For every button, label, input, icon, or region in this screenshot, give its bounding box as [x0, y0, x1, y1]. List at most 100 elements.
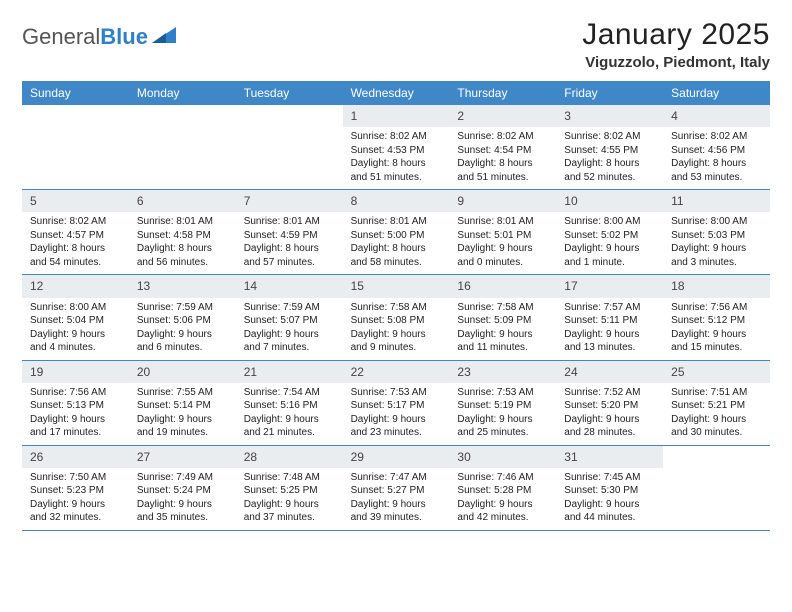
calendar-day-cell: 23Sunrise: 7:53 AMSunset: 5:19 PMDayligh… — [449, 361, 556, 445]
logo-text-general: General — [22, 24, 100, 49]
day-body: Sunrise: 8:02 AMSunset: 4:54 PMDaylight:… — [449, 127, 556, 189]
daylight-line: Daylight: 9 hours and 0 minutes. — [457, 242, 548, 269]
sunset-line: Sunset: 4:59 PM — [244, 229, 335, 243]
sunset-line: Sunset: 5:28 PM — [457, 484, 548, 498]
calendar-day-cell: 4Sunrise: 8:02 AMSunset: 4:56 PMDaylight… — [663, 105, 770, 189]
daylight-line: Daylight: 9 hours and 13 minutes. — [564, 328, 655, 355]
day-body: Sunrise: 8:01 AMSunset: 5:00 PMDaylight:… — [343, 212, 450, 274]
day-body: Sunrise: 7:56 AMSunset: 5:13 PMDaylight:… — [22, 383, 129, 445]
day-body: Sunrise: 8:02 AMSunset: 4:53 PMDaylight:… — [343, 127, 450, 189]
day-number: 17 — [556, 275, 663, 297]
sunrise-line: Sunrise: 8:00 AM — [564, 215, 655, 229]
day-number: 10 — [556, 190, 663, 212]
daylight-line: Daylight: 9 hours and 15 minutes. — [671, 328, 762, 355]
calendar-day-cell: 1Sunrise: 8:02 AMSunset: 4:53 PMDaylight… — [343, 105, 450, 189]
sunset-line: Sunset: 5:23 PM — [30, 484, 121, 498]
day-number: 6 — [129, 190, 236, 212]
calendar-day-cell: 16Sunrise: 7:58 AMSunset: 5:09 PMDayligh… — [449, 275, 556, 359]
calendar-day-cell: 20Sunrise: 7:55 AMSunset: 5:14 PMDayligh… — [129, 361, 236, 445]
sunset-line: Sunset: 4:56 PM — [671, 144, 762, 158]
day-body: Sunrise: 7:59 AMSunset: 5:07 PMDaylight:… — [236, 298, 343, 360]
daylight-line: Daylight: 9 hours and 44 minutes. — [564, 498, 655, 525]
day-number: 28 — [236, 446, 343, 468]
daylight-line: Daylight: 8 hours and 56 minutes. — [137, 242, 228, 269]
sunrise-line: Sunrise: 7:53 AM — [351, 386, 442, 400]
day-body: Sunrise: 8:02 AMSunset: 4:55 PMDaylight:… — [556, 127, 663, 189]
day-body: Sunrise: 7:54 AMSunset: 5:16 PMDaylight:… — [236, 383, 343, 445]
sunset-line: Sunset: 5:17 PM — [351, 399, 442, 413]
calendar-day-cell: 29Sunrise: 7:47 AMSunset: 5:27 PMDayligh… — [343, 446, 450, 530]
daylight-line: Daylight: 9 hours and 39 minutes. — [351, 498, 442, 525]
calendar-day-cell: 31Sunrise: 7:45 AMSunset: 5:30 PMDayligh… — [556, 446, 663, 530]
day-body: Sunrise: 7:55 AMSunset: 5:14 PMDaylight:… — [129, 383, 236, 445]
sunrise-line: Sunrise: 7:47 AM — [351, 471, 442, 485]
day-number: 8 — [343, 190, 450, 212]
sunset-line: Sunset: 5:08 PM — [351, 314, 442, 328]
calendar-day-cell: 13Sunrise: 7:59 AMSunset: 5:06 PMDayligh… — [129, 275, 236, 359]
weekday-header: Friday — [556, 81, 663, 105]
sunset-line: Sunset: 5:25 PM — [244, 484, 335, 498]
day-number: 26 — [22, 446, 129, 468]
daylight-line: Daylight: 8 hours and 57 minutes. — [244, 242, 335, 269]
sunrise-line: Sunrise: 7:59 AM — [244, 301, 335, 315]
day-number: 2 — [449, 105, 556, 127]
weekday-header: Tuesday — [236, 81, 343, 105]
sunset-line: Sunset: 4:54 PM — [457, 144, 548, 158]
calendar-day-cell: 3Sunrise: 8:02 AMSunset: 4:55 PMDaylight… — [556, 105, 663, 189]
weekday-header: Saturday — [663, 81, 770, 105]
day-body: Sunrise: 7:57 AMSunset: 5:11 PMDaylight:… — [556, 298, 663, 360]
calendar-day-cell: 21Sunrise: 7:54 AMSunset: 5:16 PMDayligh… — [236, 361, 343, 445]
day-body: Sunrise: 8:02 AMSunset: 4:56 PMDaylight:… — [663, 127, 770, 189]
day-body: Sunrise: 8:00 AMSunset: 5:02 PMDaylight:… — [556, 212, 663, 274]
sunrise-line: Sunrise: 8:02 AM — [351, 130, 442, 144]
logo-text-blue: Blue — [100, 24, 148, 49]
daylight-line: Daylight: 9 hours and 30 minutes. — [671, 413, 762, 440]
day-body: Sunrise: 7:56 AMSunset: 5:12 PMDaylight:… — [663, 298, 770, 360]
sunset-line: Sunset: 5:19 PM — [457, 399, 548, 413]
sunrise-line: Sunrise: 8:02 AM — [564, 130, 655, 144]
day-number: 12 — [22, 275, 129, 297]
sunrise-line: Sunrise: 8:00 AM — [30, 301, 121, 315]
day-number: 25 — [663, 361, 770, 383]
daylight-line: Daylight: 9 hours and 37 minutes. — [244, 498, 335, 525]
day-number: 7 — [236, 190, 343, 212]
sunset-line: Sunset: 5:09 PM — [457, 314, 548, 328]
daylight-line: Daylight: 9 hours and 11 minutes. — [457, 328, 548, 355]
sunrise-line: Sunrise: 7:45 AM — [564, 471, 655, 485]
day-body: Sunrise: 8:02 AMSunset: 4:57 PMDaylight:… — [22, 212, 129, 274]
sunrise-line: Sunrise: 7:55 AM — [137, 386, 228, 400]
calendar: SundayMondayTuesdayWednesdayThursdayFrid… — [22, 81, 770, 531]
logo-text: GeneralBlue — [22, 24, 148, 50]
sunrise-line: Sunrise: 8:02 AM — [457, 130, 548, 144]
day-number: 5 — [22, 190, 129, 212]
daylight-line: Daylight: 9 hours and 23 minutes. — [351, 413, 442, 440]
daylight-line: Daylight: 9 hours and 9 minutes. — [351, 328, 442, 355]
sunrise-line: Sunrise: 7:48 AM — [244, 471, 335, 485]
sunset-line: Sunset: 5:03 PM — [671, 229, 762, 243]
logo-triangle-icon — [152, 25, 178, 50]
day-body: Sunrise: 7:53 AMSunset: 5:19 PMDaylight:… — [449, 383, 556, 445]
sunrise-line: Sunrise: 7:49 AM — [137, 471, 228, 485]
daylight-line: Daylight: 9 hours and 17 minutes. — [30, 413, 121, 440]
sunset-line: Sunset: 5:21 PM — [671, 399, 762, 413]
day-number: 3 — [556, 105, 663, 127]
day-body: Sunrise: 7:51 AMSunset: 5:21 PMDaylight:… — [663, 383, 770, 445]
day-body: Sunrise: 8:01 AMSunset: 5:01 PMDaylight:… — [449, 212, 556, 274]
day-number: 27 — [129, 446, 236, 468]
calendar-day-cell: 15Sunrise: 7:58 AMSunset: 5:08 PMDayligh… — [343, 275, 450, 359]
sunrise-line: Sunrise: 7:59 AM — [137, 301, 228, 315]
daylight-line: Daylight: 9 hours and 1 minute. — [564, 242, 655, 269]
sunset-line: Sunset: 5:30 PM — [564, 484, 655, 498]
day-number: 11 — [663, 190, 770, 212]
calendar-day-cell: 18Sunrise: 7:56 AMSunset: 5:12 PMDayligh… — [663, 275, 770, 359]
sunset-line: Sunset: 5:00 PM — [351, 229, 442, 243]
day-body: Sunrise: 7:49 AMSunset: 5:24 PMDaylight:… — [129, 468, 236, 530]
sunset-line: Sunset: 4:57 PM — [30, 229, 121, 243]
day-body: Sunrise: 7:50 AMSunset: 5:23 PMDaylight:… — [22, 468, 129, 530]
calendar-day-cell: 24Sunrise: 7:52 AMSunset: 5:20 PMDayligh… — [556, 361, 663, 445]
sunset-line: Sunset: 5:04 PM — [30, 314, 121, 328]
sunset-line: Sunset: 5:11 PM — [564, 314, 655, 328]
day-body: Sunrise: 7:45 AMSunset: 5:30 PMDaylight:… — [556, 468, 663, 530]
calendar-day-cell — [22, 105, 129, 189]
sunset-line: Sunset: 5:27 PM — [351, 484, 442, 498]
